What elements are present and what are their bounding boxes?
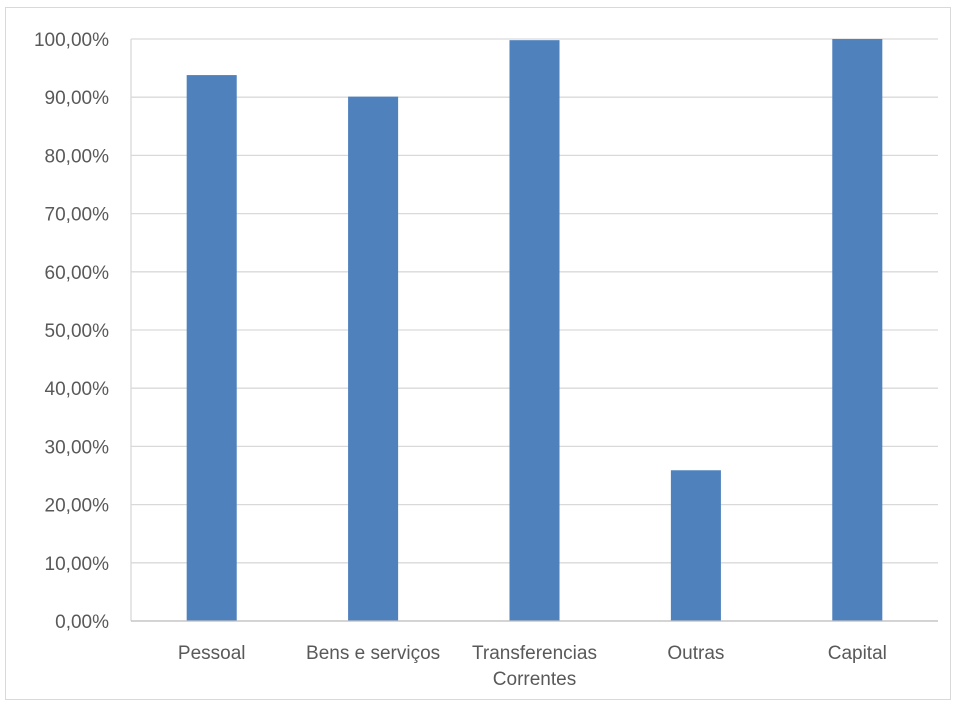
y-tick-label: 40,00% bbox=[45, 379, 110, 400]
chart-frame bbox=[5, 7, 951, 700]
bar bbox=[509, 40, 560, 621]
x-category-label: Outras bbox=[667, 643, 724, 664]
bar bbox=[348, 96, 399, 622]
x-category-label: Bens e serviços bbox=[306, 643, 440, 664]
x-category-label: Capital bbox=[828, 643, 887, 664]
y-tick-label: 90,00% bbox=[45, 88, 110, 109]
x-category-label: Pessoal bbox=[178, 643, 246, 664]
bar bbox=[832, 39, 883, 621]
x-category-label: Transferencias Correntes bbox=[472, 643, 597, 690]
y-tick-label: 80,00% bbox=[45, 146, 110, 167]
y-tick-label: 70,00% bbox=[45, 205, 110, 226]
y-tick-label: 60,00% bbox=[45, 263, 110, 284]
y-tick-label: 30,00% bbox=[45, 437, 110, 458]
y-tick-label: 20,00% bbox=[45, 496, 110, 517]
y-tick-label: 10,00% bbox=[45, 554, 110, 575]
bar bbox=[670, 470, 721, 621]
y-tick-label: 100,00% bbox=[34, 30, 109, 51]
y-tick-label: 0,00% bbox=[55, 612, 109, 633]
bar bbox=[186, 75, 237, 622]
y-tick-label: 50,00% bbox=[45, 321, 110, 342]
